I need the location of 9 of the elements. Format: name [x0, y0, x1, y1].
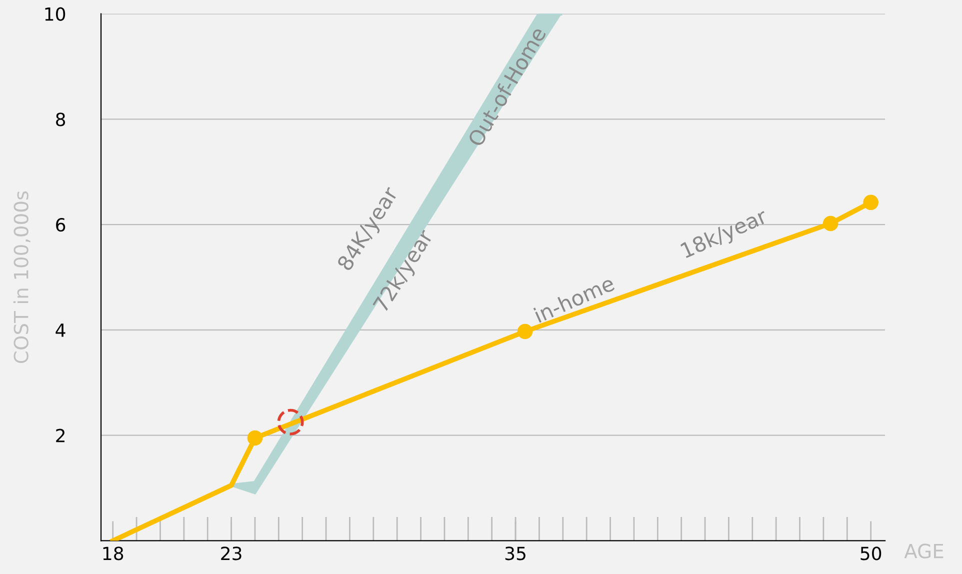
y-tick-label: 4: [56, 324, 66, 337]
x-tick-label: 50: [860, 546, 882, 560]
y-tick-label: 2: [56, 428, 64, 442]
y-tick-label: 6: [56, 218, 66, 232]
x-tick-label: 35: [505, 546, 526, 560]
y-tick-label: 8: [56, 112, 66, 126]
y-tick-label: 10: [45, 7, 66, 21]
x-tick-label: 18: [103, 546, 124, 560]
x-tick-label: 23: [221, 546, 242, 560]
